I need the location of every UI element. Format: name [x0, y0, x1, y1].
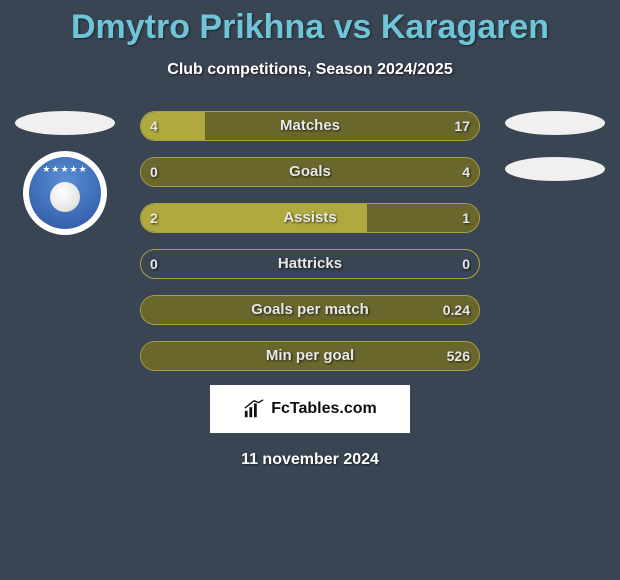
crest-stars-icon: ★★★★★ [29, 164, 101, 175]
bar-left-fill [141, 112, 205, 140]
bar-left-fill [141, 204, 367, 232]
right-player-column [500, 111, 610, 197]
stat-row: Goals per match0.24 [140, 295, 480, 325]
bar-track [140, 203, 480, 233]
date-text: 11 november 2024 [0, 451, 620, 469]
bar-right-fill [367, 204, 479, 232]
bar-track [140, 157, 480, 187]
bar-track [140, 249, 480, 279]
stat-row: Goals04 [140, 157, 480, 187]
stat-row: Min per goal526 [140, 341, 480, 371]
bar-right-fill [141, 296, 479, 324]
crest-ball-icon [50, 182, 80, 212]
fctables-logo-icon [243, 398, 265, 420]
bar-track [140, 111, 480, 141]
left-club-crest-icon: ★★★★★ [23, 151, 107, 235]
brand-text: FcTables.com [271, 400, 377, 418]
left-player-column: ★★★★★ [10, 111, 120, 235]
stat-row: Assists21 [140, 203, 480, 233]
subtitle: Club competitions, Season 2024/2025 [0, 61, 620, 79]
bar-track [140, 295, 480, 325]
comparison-chart: ★★★★★ Matches417 Goals04 Assists21 Hattrick… [0, 111, 620, 371]
bar-right-fill [141, 158, 479, 186]
bar-track [140, 341, 480, 371]
stat-row: Matches417 [140, 111, 480, 141]
bar-right-fill [141, 342, 479, 370]
left-player-ellipse-icon [15, 111, 115, 135]
bar-right-fill [205, 112, 479, 140]
right-player-ellipse-icon-2 [505, 157, 605, 181]
right-player-ellipse-icon-1 [505, 111, 605, 135]
page-title: Dmytro Prikhna vs Karagaren [0, 0, 620, 47]
stat-bars: Matches417 Goals04 Assists21 Hattricks00 Goa… [140, 111, 480, 387]
brand-box[interactable]: FcTables.com [210, 385, 410, 433]
stat-row: Hattricks00 [140, 249, 480, 279]
